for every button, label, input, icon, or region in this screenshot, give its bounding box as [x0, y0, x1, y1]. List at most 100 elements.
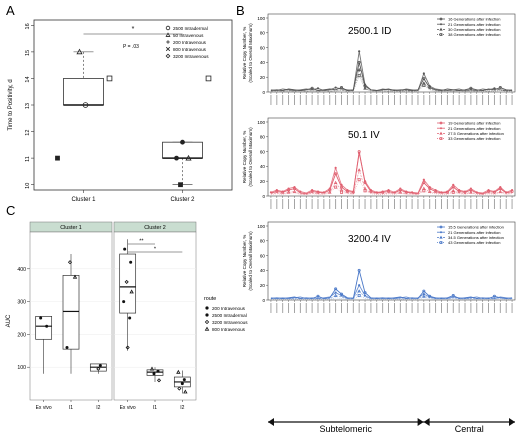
y-axis-label: Relative Copy Number, %(Scaled to Overal…: [242, 231, 253, 291]
x-tick-label: I2: [180, 405, 184, 411]
series-point: [316, 190, 320, 193]
series-point: [316, 87, 320, 90]
series-point: [451, 188, 456, 193]
series-point: [334, 291, 337, 294]
legend-marker: [204, 326, 210, 331]
data-point: [96, 366, 101, 371]
series-point: [492, 294, 496, 298]
y-tick-label: 80: [260, 239, 266, 244]
x-tick-label: I1: [153, 405, 157, 411]
data-point: [122, 300, 126, 304]
y-tick-label: 200: [17, 332, 26, 338]
series-point: [322, 191, 325, 194]
data-point: [39, 316, 43, 320]
series-point: [498, 86, 502, 90]
series-point: [428, 186, 431, 189]
series-point: [393, 191, 396, 194]
series-point: [405, 190, 408, 193]
legend-label: 200 Intravenous: [173, 40, 207, 45]
series-line: [270, 68, 513, 92]
series-point: [333, 293, 338, 297]
x-tick-label: Cluster 2: [170, 197, 195, 203]
box: [62, 275, 80, 350]
series-point: [363, 86, 367, 90]
y-tick-label: 20: [260, 75, 266, 80]
series-point: [340, 183, 343, 186]
legend-label: 33 Generations after infection: [448, 136, 500, 141]
series-point: [316, 294, 320, 298]
series-line: [270, 178, 513, 195]
series-point: [334, 166, 337, 169]
legend-label: 21 Generations after infection: [448, 22, 500, 27]
legend-marker: [165, 32, 171, 37]
legend-marker: [204, 319, 210, 325]
y-tick-label: 12: [25, 130, 31, 136]
panel-c-chart: 100 200 300 400 AUC Cluster 1 Ex vivo I1 I2 Clust…: [6, 221, 248, 411]
series-point: [357, 74, 361, 78]
series-point: [334, 172, 338, 176]
series-point: [451, 185, 455, 189]
y-axis-label-line: Relative Copy Number, %: [242, 131, 247, 184]
box: [35, 316, 53, 340]
series-point: [452, 183, 455, 186]
legend-marker: [440, 231, 442, 234]
data-point: [180, 139, 185, 145]
y-tick-label: 60: [260, 253, 266, 258]
legend-marker: [439, 137, 443, 141]
series-point: [358, 151, 361, 155]
y-tick-label: 40: [260, 60, 266, 65]
series-point: [299, 190, 302, 193]
group-divider-arrows: [417, 418, 430, 426]
data-point: [129, 289, 134, 294]
group-label-subtelomeric: Subtelomeric: [320, 424, 373, 432]
legend-marker: [166, 40, 170, 44]
series-point: [398, 190, 403, 194]
y-tick-label: 15: [25, 50, 31, 56]
y-axis-label: Relative Copy Number, %(Scaled to Overal…: [242, 23, 253, 83]
data-point: [156, 378, 162, 383]
facet-title: Cluster 2: [144, 225, 166, 231]
group-arrow-left: [268, 418, 274, 426]
series-point: [269, 191, 273, 194]
series-point: [475, 191, 478, 194]
legend-title: route: [204, 296, 216, 302]
series-point: [493, 87, 496, 90]
series-point: [293, 186, 296, 189]
y-axis-label: Relative Copy Number, %(Scaled to Overal…: [242, 127, 253, 187]
legend-marker: [440, 127, 442, 130]
series-point: [311, 188, 314, 192]
legend-label: 800 Intravenous: [212, 327, 246, 332]
series-point: [458, 188, 461, 192]
y-tick-label: 60: [260, 149, 266, 154]
y-axis-label-line: (Scaled to Overall Maximum): [248, 23, 253, 83]
series-point: [346, 188, 349, 192]
y-tick-label: 20: [260, 283, 266, 288]
legend-label: 43 Generations after infection: [448, 240, 500, 245]
series-point: [434, 188, 437, 192]
plot-frame: [267, 13, 516, 93]
data-point: [67, 260, 73, 265]
x-tick-label: I2: [96, 405, 100, 411]
series-point: [287, 187, 290, 190]
x-tick-label: Ex vivo: [120, 405, 136, 411]
legend-label: 50 Intravenous: [173, 33, 204, 38]
panel-title: 3200.4 IV: [348, 234, 391, 245]
data-point: [205, 75, 212, 82]
series-line: [270, 51, 513, 91]
legend-label: 2500 Intradermal: [212, 313, 247, 318]
group-arrow-right: [509, 418, 515, 426]
legend-marker: [165, 53, 171, 59]
data-point: [55, 155, 60, 161]
y-tick-label: 11: [25, 156, 31, 162]
series-point: [422, 178, 425, 181]
legend-marker: [439, 225, 443, 229]
series-point: [328, 187, 331, 190]
legend-label: 200 Intravenous: [212, 306, 246, 311]
data-point: [178, 182, 183, 188]
y-axis-label: Time to Positivity, d: [8, 79, 14, 130]
series-point: [422, 292, 425, 296]
legend-label: 34.5 Generations after infection: [448, 235, 504, 240]
legend-marker: [439, 131, 443, 135]
x-tick-label: Cluster 1: [71, 197, 96, 203]
y-axis-label: AUC: [6, 314, 12, 327]
